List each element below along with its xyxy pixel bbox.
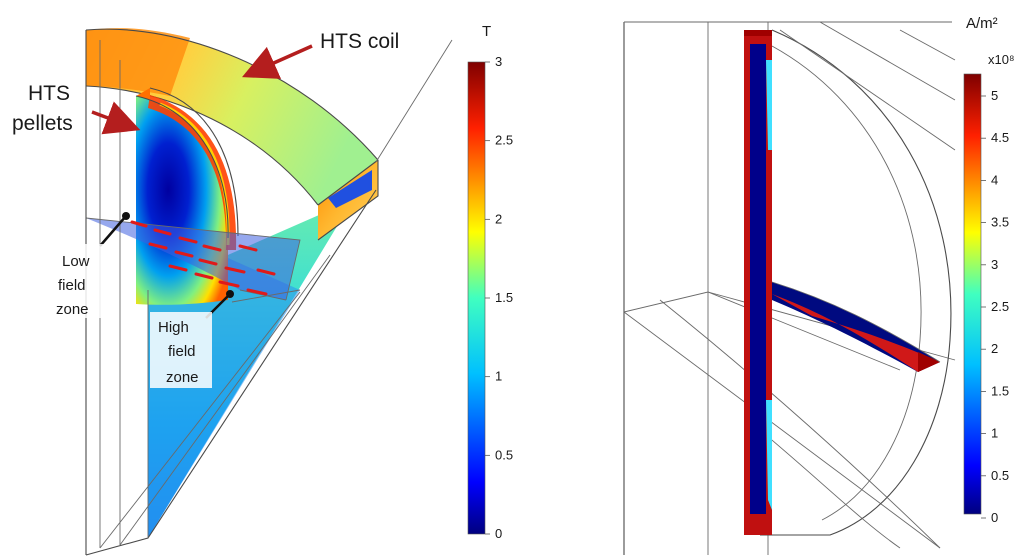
right-colorbar-tick-label: 3: [991, 257, 998, 272]
right-colorbar-tick-label: 2: [991, 341, 998, 356]
high-zone-label-2: field: [168, 343, 196, 360]
left-colorbar-tick-label: 1: [495, 369, 502, 384]
pellets-label-line1: HTS: [28, 82, 70, 105]
left-colorbar-unit: T: [482, 23, 491, 40]
cut-plane: [86, 218, 300, 300]
right-colorbar-scale: [963, 73, 982, 515]
left-colorbar-tick-label: 0.5: [495, 447, 513, 462]
right-colorbar-tick-label: 0: [991, 510, 998, 525]
left-panel: HTS coil HTS pellets Low field zone High…: [12, 23, 513, 556]
coil-label: HTS coil: [320, 30, 399, 53]
low-zone-marker: [122, 212, 130, 220]
pellets-label-line2: pellets: [12, 112, 73, 135]
left-colorbar: T 3 2.5 2 1.5 1 0.5 0: [467, 23, 513, 541]
right-colorbar-tick-label: 5: [991, 88, 998, 103]
right-colorbar-tick-label: 1: [991, 426, 998, 441]
right-colorbar-tick-label: 1.5: [991, 383, 1009, 398]
left-colorbar-tick-label: 1.5: [495, 290, 513, 305]
pellet-arrow: [91, 101, 141, 135]
right-colorbar-unit: A/m²: [966, 15, 998, 32]
right-colorbar-tick-label: 3.5: [991, 215, 1009, 230]
right-panel: A/m² x10⁸ 5 4.5 4 3.5 3 2.5 2 1.5 1 0.5 0: [623, 15, 1014, 555]
left-colorbar-tick-label: 2.5: [495, 133, 513, 148]
left-colorbar-scale: [467, 61, 486, 535]
left-colorbar-tick-label: 0: [495, 526, 502, 541]
right-colorbar-tick-label: 4: [991, 172, 998, 187]
right-colorbar: A/m² x10⁸ 5 4.5 4 3.5 3 2.5 2 1.5 1 0.5 0: [963, 15, 1014, 525]
right-colorbar-tick-label: 0.5: [991, 468, 1009, 483]
high-zone-marker: [226, 290, 234, 298]
high-zone-label-1: High: [158, 319, 189, 336]
current-density-strip: [744, 30, 772, 535]
right-colorbar-tick-label: 4.5: [991, 130, 1009, 145]
coil-arrow: [242, 44, 313, 79]
current-density-arm: [771, 281, 941, 372]
right-colorbar-multiplier: x10⁸: [988, 52, 1014, 67]
low-zone-label-1: Low: [62, 253, 90, 270]
right-colorbar-tick-label: 2.5: [991, 299, 1009, 314]
high-zone-label-3: zone: [166, 369, 199, 386]
low-zone-label-3: zone: [56, 301, 89, 318]
low-zone-label-2: field: [58, 277, 86, 294]
left-colorbar-tick-label: 3: [495, 54, 502, 69]
model-wireframe: [85, 30, 453, 556]
field-vectors: [130, 220, 276, 296]
low-zone-pointer: [99, 215, 127, 247]
left-colorbar-tick-label: 2: [495, 211, 502, 226]
